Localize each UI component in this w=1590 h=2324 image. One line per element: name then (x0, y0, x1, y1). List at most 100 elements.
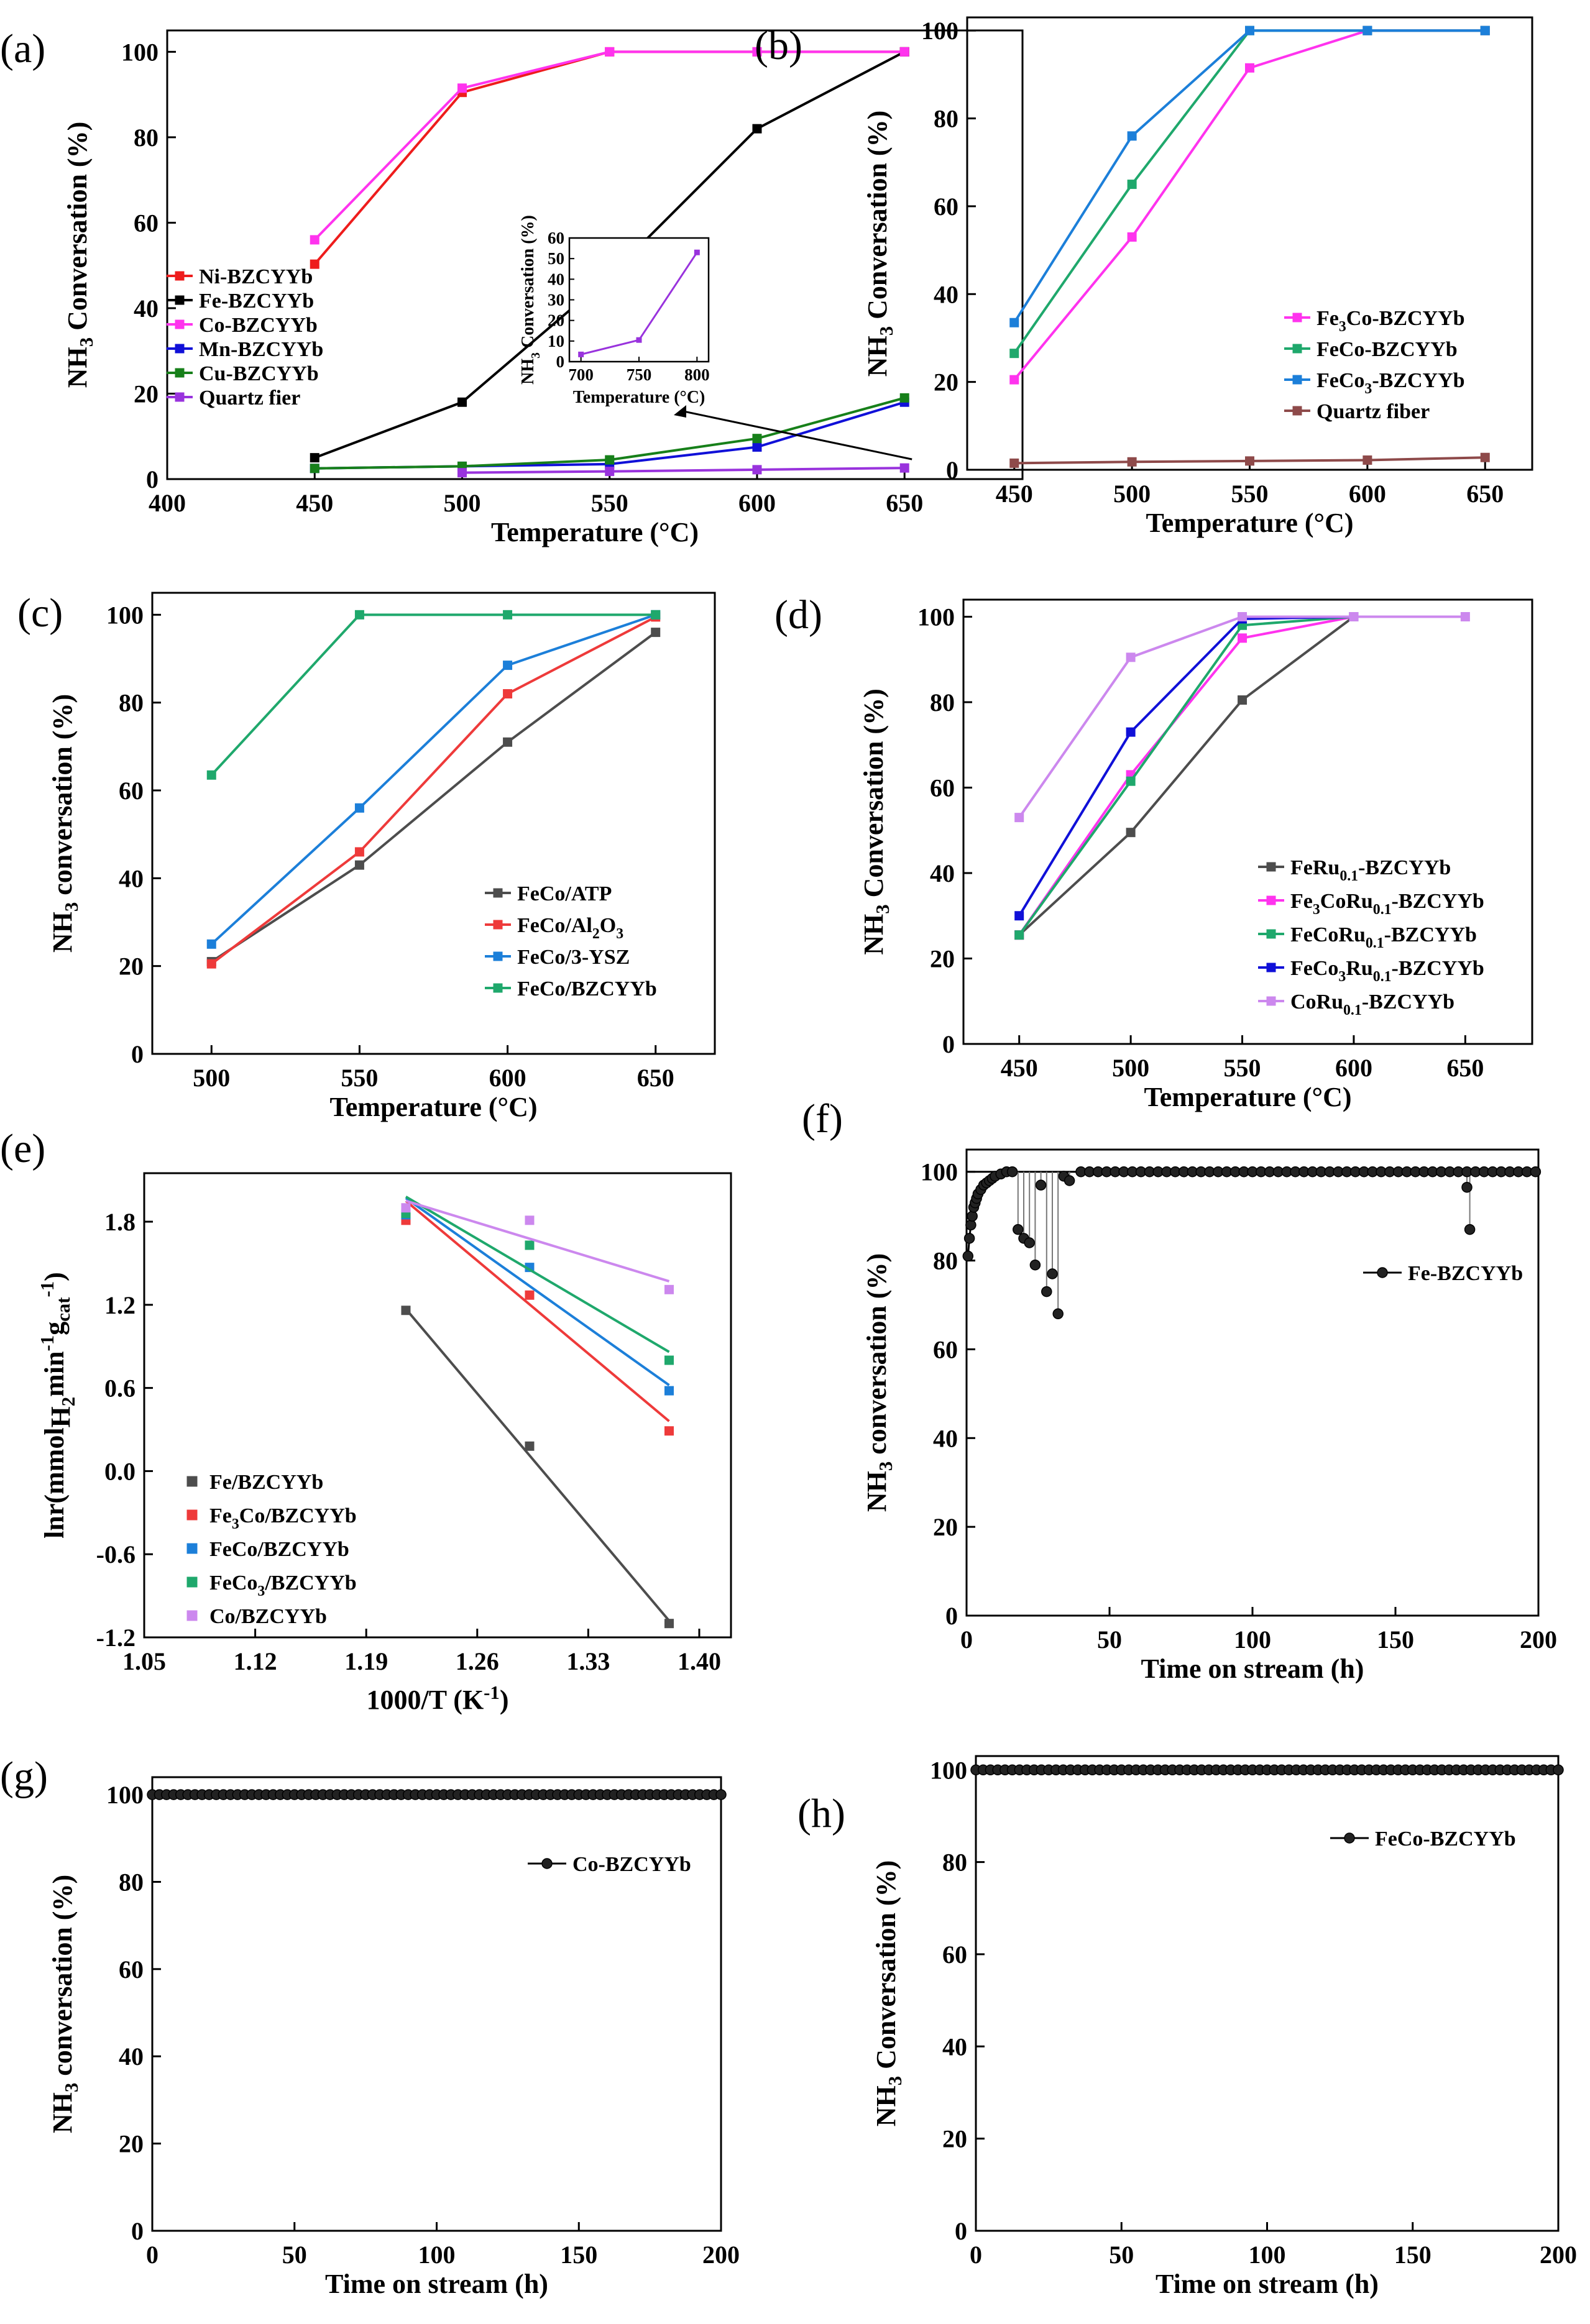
y-tick-label: 100 (917, 603, 955, 631)
panel-label: (f) (802, 1096, 843, 1141)
y-tick-label: 60 (934, 193, 958, 221)
legend-marker (1292, 375, 1302, 385)
y-tick-label: 60 (134, 209, 159, 237)
x-tick-label: 550 (1224, 1054, 1261, 1082)
legend-label: Co/BZCYYb (209, 1605, 327, 1628)
data-point (752, 465, 762, 475)
data-point (1530, 1166, 1542, 1178)
data-point (525, 1215, 535, 1225)
x-tick-label: 50 (1109, 2241, 1134, 2269)
legend-marker (186, 1610, 198, 1621)
inset-y-tick-label: 50 (548, 249, 564, 268)
series-Co-BZCYYb (147, 1789, 727, 1800)
panel-b: (b) 450 500 550 600 650 0 20 40 60 80 100 Temperatur… (755, 16, 1533, 538)
series-Fe3Co/BZCYYb (401, 1200, 674, 1436)
data-point (310, 453, 319, 463)
data-point (1035, 1179, 1047, 1191)
x-tick-label: 550 (341, 1064, 378, 1092)
x-tick-label: 200 (1520, 1626, 1557, 1654)
series-Quartz fier (457, 463, 909, 478)
series-line (313, 50, 905, 265)
x-tick-label: 500 (443, 489, 480, 517)
x-tick-label: 0 (146, 2241, 159, 2269)
series-Cu-BZCYYb (310, 393, 909, 473)
legend-entry: Fe3CoRu0.1-BZCYYb (1258, 890, 1484, 918)
data-point (1014, 911, 1024, 921)
x-axis-title: Time on stream (h) (1156, 2269, 1379, 2299)
y-tick-label: 0.0 (104, 1457, 136, 1485)
legend-label: FeCoRu0.1-BZCYYb (1290, 923, 1477, 951)
data-point (965, 1219, 977, 1231)
legend-entry: Mn-BZCYYb (167, 338, 323, 361)
panel-e: (e) 1.05 1.12 1.19 1.26 1.33 1.40 -1.2 -0.6 0.0 0.… (0, 1126, 732, 1715)
data-point (664, 1284, 674, 1294)
legend-label: FeCo3Ru0.1-BZCYYb (1290, 957, 1484, 985)
legend-entry: FeCo-BZCYYb (1284, 338, 1458, 361)
series-FeCo-BZCYYb (970, 1764, 1564, 1776)
data-point (1014, 930, 1024, 940)
data-point (1126, 776, 1136, 786)
y-tick-label: 60 (119, 1956, 144, 1983)
y-tick-label: 1.8 (104, 1208, 136, 1236)
y-tick-label: 100 (121, 38, 159, 66)
data-point (1009, 458, 1019, 468)
data-point (1126, 727, 1136, 737)
legend-marker (1266, 963, 1276, 972)
inset-x-tick-label: 700 (568, 365, 594, 384)
legend-entry: FeCo/3-YSZ (485, 946, 630, 969)
legend-marker (186, 1509, 198, 1521)
data-point (401, 1306, 411, 1315)
legend-marker (1292, 344, 1302, 354)
data-point (310, 464, 319, 473)
data-point (457, 397, 467, 407)
inset-x-tick-label: 800 (684, 365, 710, 384)
series-line (1018, 615, 1354, 936)
legend-marker (493, 920, 503, 930)
x-tick-label: 50 (1097, 1626, 1122, 1654)
data-point (1363, 25, 1372, 35)
data-point (503, 610, 513, 620)
series-Ni-BZCYYb (310, 47, 909, 269)
legend-label: Fe-BZCYYb (199, 290, 314, 313)
plot-frame (151, 592, 716, 1055)
legend-entry: Co/BZCYYb (186, 1605, 327, 1628)
legend-marker (175, 368, 185, 378)
y-tick-label: 100 (106, 601, 144, 629)
x-tick-label: 1.19 (344, 1647, 388, 1675)
inset-y-tick-label: 0 (556, 352, 565, 371)
series-FeCo/BZCYYb (401, 1197, 674, 1396)
legend-marker (175, 392, 185, 402)
legend-entry: FeCo/BZCYYb (186, 1538, 349, 1561)
series-line (210, 613, 656, 776)
x-tick-label: 450 (1001, 1054, 1038, 1082)
data-point (752, 47, 762, 57)
data-point (664, 1355, 674, 1365)
x-tick-label: 650 (1466, 480, 1504, 508)
panel-label: (d) (774, 592, 822, 638)
inset-x-tick-label: 750 (627, 365, 652, 384)
data-point (1006, 1166, 1018, 1178)
inset-data-point (578, 351, 584, 357)
x-tick-label: 650 (886, 489, 923, 517)
data-point (651, 628, 661, 638)
fit-line (405, 1197, 670, 1386)
y-axis-title: NH3 Conversation (%) (858, 689, 893, 955)
legend-marker (493, 951, 503, 961)
y-axis-title: NH3 conversation (%) (862, 1253, 896, 1512)
fit-line (405, 1196, 670, 1353)
y-axis-title: NH3 Conversation (%) (871, 1860, 906, 2127)
legend-entry: Cu-BZCYYb (167, 362, 319, 385)
inset-data-point (636, 337, 642, 343)
y-axis-title-group: NH3 Conversation (%) (862, 111, 897, 377)
legend-marker (175, 271, 185, 281)
series-FeCo/ATP (206, 628, 661, 967)
legend-entry: FeCoRu0.1-BZCYYb (1258, 923, 1477, 951)
legend-marker (175, 319, 185, 329)
plot-frame (166, 29, 1024, 480)
legend-label: Cu-BZCYYb (199, 362, 319, 385)
y-tick-label: 80 (119, 1868, 144, 1896)
legend-marker (1292, 406, 1302, 416)
data-point (664, 1619, 674, 1629)
inset-x-title: Temperature (°C) (573, 388, 705, 407)
